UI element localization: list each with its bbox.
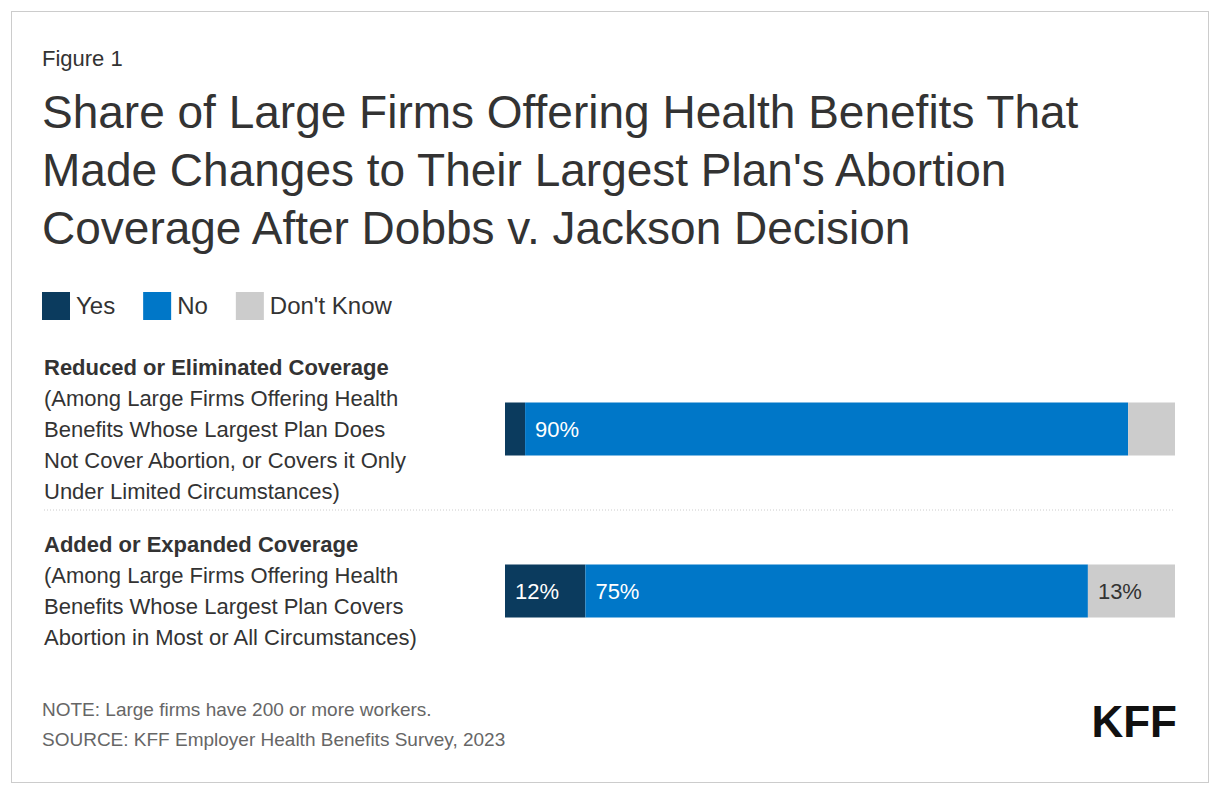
category-note: (Among Large Firms Offering Health [44,563,398,588]
bar [1128,403,1175,456]
legend-item: No [143,292,208,320]
legend: Yes No Don't Know [42,292,392,320]
category-note: Abortion in Most or All Circumstances) [44,625,417,650]
legend-item: Don't Know [236,292,393,320]
bar [1088,565,1175,618]
legend-label: No [177,292,208,319]
series [1088,403,1175,618]
series [505,403,585,618]
category-labels: Reduced or Eliminated Coverage (Among Lar… [44,355,417,651]
category-note: Benefits Whose Largest Plan Covers [44,594,404,619]
bar [585,565,1088,618]
title: Share of Large Firms Offering Health Ben… [42,86,1079,254]
data-label: 13% [1098,579,1142,604]
frame [12,12,1209,783]
bar [505,565,585,618]
category-note: Under Limited Circumstances) [44,479,340,504]
chart: Figure 1 Share of Large Firms Offering He… [0,0,1220,794]
legend-label: Yes [76,292,115,319]
footnote: SOURCE: KFF Employer Health Benefits Sur… [42,729,505,750]
brand-logo: KFF [1091,697,1177,746]
legend-swatch [42,292,70,320]
data-label: 12% [515,579,559,604]
title-line: Made Changes to Their Largest Plan's Abo… [42,144,1006,196]
bars [505,403,1175,618]
category-note: Not Cover Abortion, or Covers it Only [44,448,406,473]
title-line: Coverage After Dobbs v. Jackson Decision [42,202,910,254]
bar [525,403,1128,456]
footnote: NOTE: Large firms have 200 or more worke… [42,699,432,720]
legend-swatch [236,292,264,320]
title-line: Share of Large Firms Offering Health Ben… [42,86,1079,138]
separator [44,510,1175,511]
category-note: (Among Large Firms Offering Health [44,386,398,411]
legend-label: Don't Know [270,292,393,319]
bar [505,403,525,456]
series [525,403,1128,618]
category-label: Added or Expanded Coverage [44,532,358,557]
data-label: 90% [535,417,579,442]
data-labels: 12% 90% 75% 13% [515,417,1142,604]
legend-swatch [143,292,171,320]
category-label: Reduced or Eliminated Coverage [44,355,389,380]
figure-label: Figure 1 [42,46,123,71]
category-note: Benefits Whose Largest Plan Does [44,417,385,442]
legend-item: Yes [42,292,115,320]
data-label: 75% [595,579,639,604]
